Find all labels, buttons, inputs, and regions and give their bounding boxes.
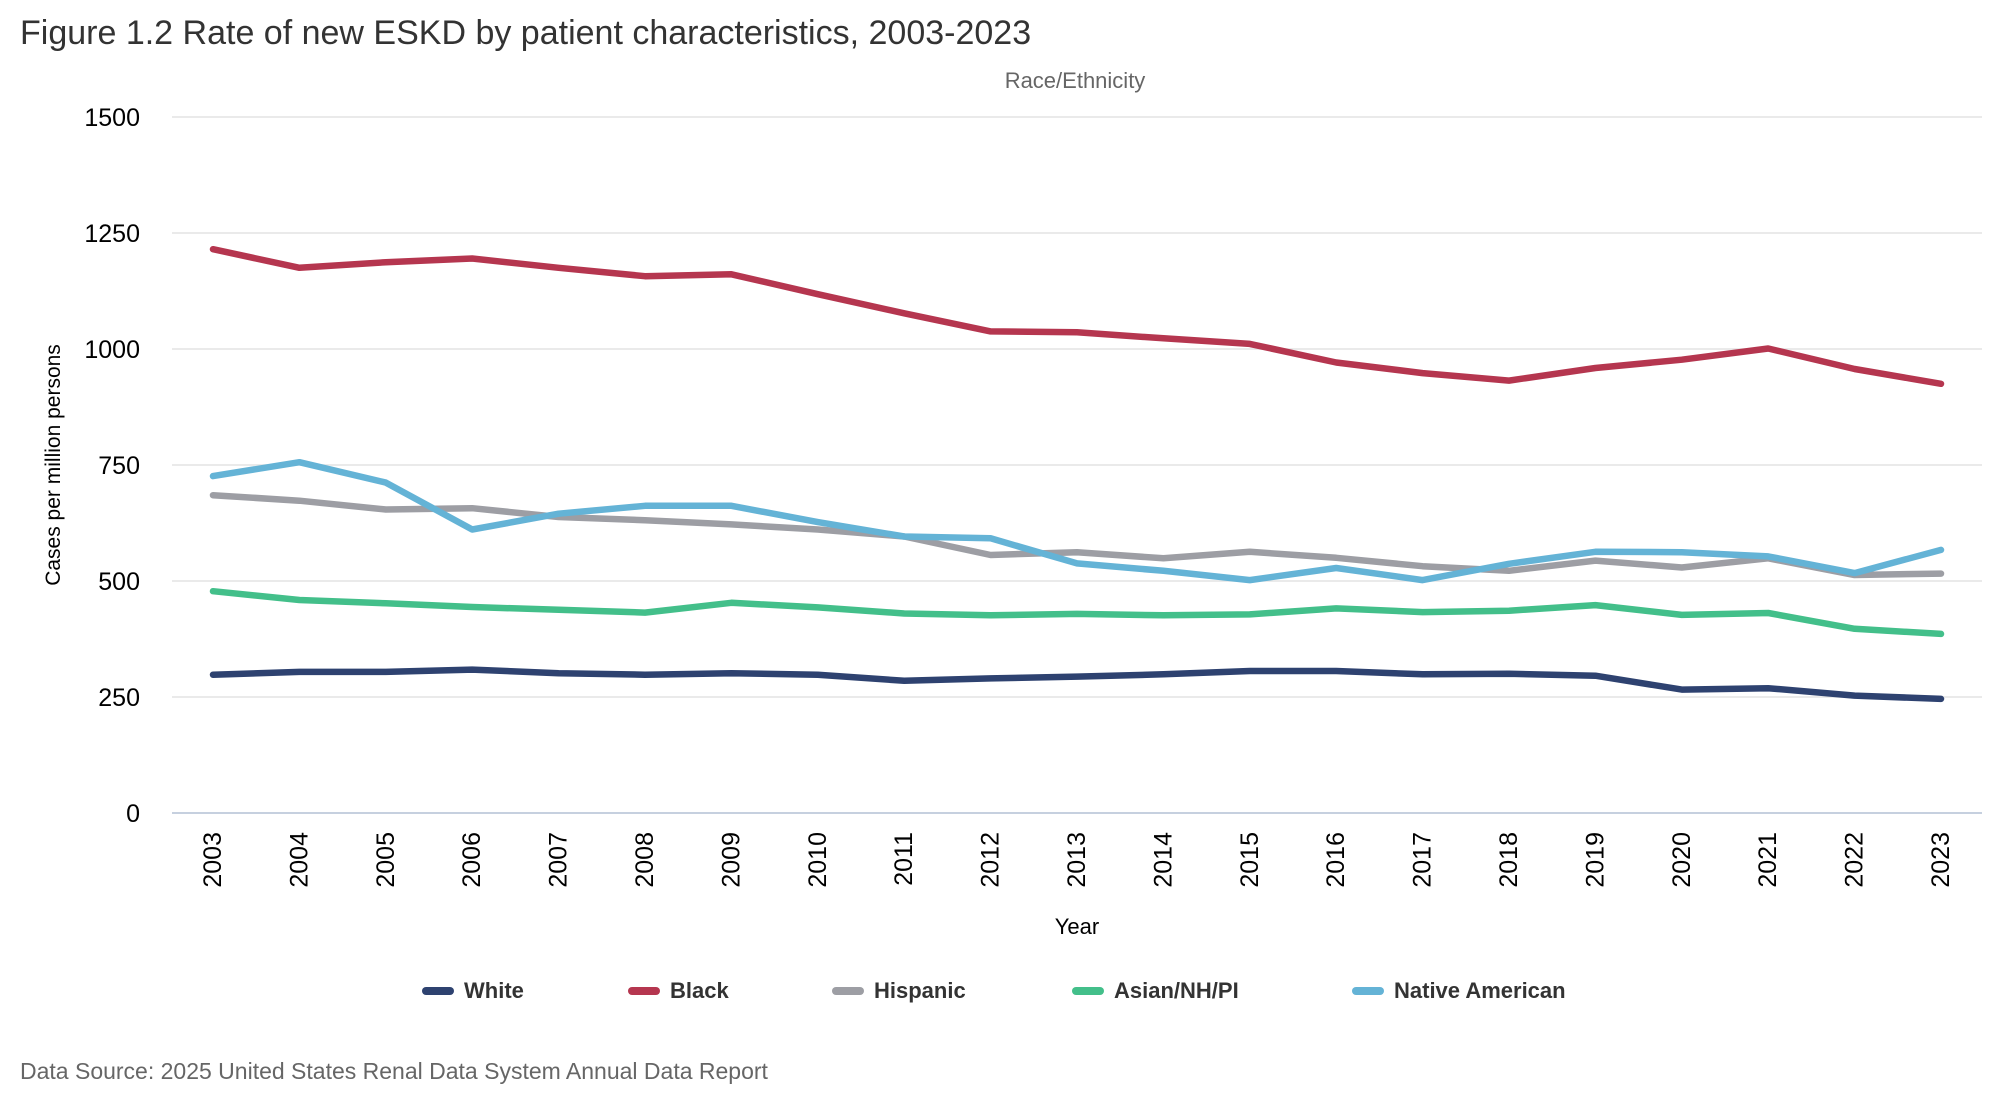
x-axis-label: Year	[1055, 914, 1099, 939]
x-tick-label: 2017	[1409, 832, 1437, 888]
legend-item-white[interactable]: White	[422, 978, 524, 1004]
x-tick-label: 2023	[1927, 832, 1955, 888]
legend-swatch	[628, 987, 660, 995]
chart-subtitle: Race/Ethnicity	[1005, 68, 1146, 93]
legend-item-asian-nh-pi[interactable]: Asian/NH/PI	[1072, 978, 1239, 1004]
series-line-black	[209, 245, 1945, 388]
x-tick-label: 2012	[977, 832, 1005, 888]
x-tick-label: 2007	[545, 832, 573, 888]
data-source-note: Data Source: 2025 United States Renal Da…	[20, 1058, 768, 1084]
grid-lines	[172, 116, 1982, 698]
x-tick-label: 2011	[890, 832, 918, 886]
x-tick-label: 2020	[1668, 832, 1696, 888]
figure-title: Figure 1.2 Rate of new ESKD by patient c…	[20, 14, 1032, 52]
legend-swatch	[1072, 987, 1104, 995]
series-line-asian-nh-pi	[209, 587, 1945, 638]
series-line-hispanic	[209, 491, 1945, 579]
x-tick-label: 2009	[717, 832, 745, 888]
legend-label: Asian/NH/PI	[1114, 978, 1239, 1003]
x-axis-ticks: 2003 2004 2005 2006 2007 2008 2009 2010 2011 2012…	[199, 832, 1955, 888]
legend-label: Black	[670, 978, 729, 1003]
x-tick-label: 2013	[1063, 832, 1091, 888]
legend-item-hispanic[interactable]: Hispanic	[832, 978, 966, 1004]
x-tick-label: 2021	[1754, 832, 1782, 888]
x-tick-label: 2004	[285, 832, 313, 888]
x-tick-label: 2015	[1236, 832, 1264, 888]
y-tick-label: 500	[98, 568, 140, 596]
legend-label: Hispanic	[874, 978, 966, 1003]
y-tick-label: 1250	[84, 220, 140, 248]
x-tick-label: 2006	[458, 832, 486, 888]
y-tick-label: 250	[98, 684, 140, 712]
series-line-native-american	[209, 458, 1945, 584]
legend-swatch	[1352, 987, 1384, 995]
legend-item-native-american[interactable]: Native American	[1352, 978, 1566, 1004]
x-tick-label: 2018	[1495, 832, 1523, 888]
x-tick-label: 2003	[199, 832, 227, 888]
legend-label: Native American	[1394, 978, 1566, 1003]
x-tick-label: 2010	[804, 832, 832, 888]
y-tick-label: 0	[126, 800, 140, 828]
x-tick-label: 2014	[1149, 832, 1177, 888]
legend-swatch	[422, 987, 454, 995]
x-tick-label: 2022	[1841, 832, 1869, 888]
y-axis-ticks: 0 250 500 750 1000 1250 1500	[84, 104, 140, 828]
x-tick-label: 2016	[1322, 832, 1350, 888]
legend-swatch	[832, 987, 864, 995]
y-tick-label: 1000	[84, 336, 140, 364]
series-lines	[209, 245, 1945, 703]
y-tick-label: 1500	[84, 104, 140, 132]
legend: White Black Hispanic Asian/NH/PI Native Amer…	[0, 978, 1999, 1014]
y-axis-label: Cases per million persons	[42, 344, 65, 586]
x-tick-label: 2008	[631, 832, 659, 888]
x-tick-label: 2005	[372, 832, 400, 888]
legend-item-black[interactable]: Black	[628, 978, 729, 1004]
legend-label: White	[464, 978, 524, 1003]
x-tick-label: 2019	[1581, 832, 1609, 888]
series-line-white	[209, 666, 1945, 703]
y-tick-label: 750	[98, 452, 140, 480]
